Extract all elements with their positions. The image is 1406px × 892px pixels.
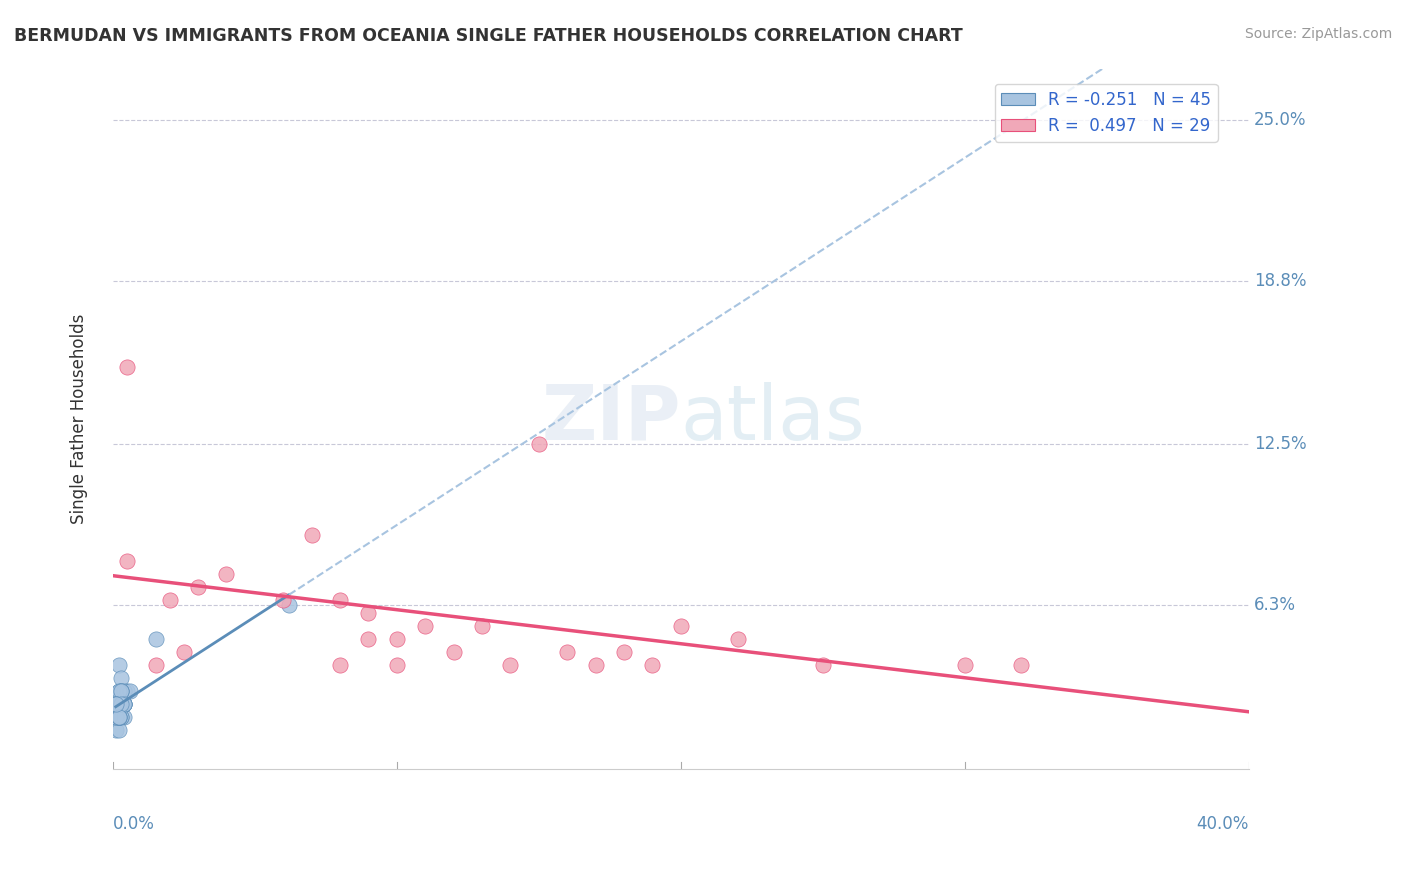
Point	[104, 710, 127, 724]
Point	[585, 657, 607, 672]
Text: BERMUDAN VS IMMIGRANTS FROM OCEANIA SINGLE FATHER HOUSEHOLDS CORRELATION CHART: BERMUDAN VS IMMIGRANTS FROM OCEANIA SING…	[14, 27, 963, 45]
Point	[104, 697, 127, 711]
Point	[112, 697, 135, 711]
Point	[107, 697, 129, 711]
Point	[110, 683, 132, 698]
Point	[110, 697, 132, 711]
Point	[107, 723, 129, 737]
Point	[811, 657, 834, 672]
Text: ZIP: ZIP	[541, 382, 681, 456]
Point	[104, 710, 127, 724]
Point	[613, 645, 636, 659]
Point	[115, 683, 138, 698]
Point	[115, 554, 138, 568]
Point	[104, 697, 127, 711]
Point	[110, 697, 132, 711]
Point	[110, 683, 132, 698]
Point	[471, 619, 494, 633]
Legend: R = -0.251   N = 45, R =  0.497   N = 29: R = -0.251 N = 45, R = 0.497 N = 29	[994, 84, 1218, 142]
Point	[104, 697, 127, 711]
Point	[215, 567, 238, 582]
Point	[104, 723, 127, 737]
Point	[112, 697, 135, 711]
Point	[112, 683, 135, 698]
Point	[301, 528, 323, 542]
Point	[329, 593, 352, 607]
Point	[357, 632, 380, 646]
Point	[727, 632, 749, 646]
Point	[159, 593, 181, 607]
Point	[104, 710, 127, 724]
Point	[278, 599, 301, 613]
Point	[107, 657, 129, 672]
Point	[1010, 657, 1032, 672]
Point	[112, 710, 135, 724]
Point	[385, 657, 408, 672]
Point	[112, 697, 135, 711]
Point	[107, 683, 129, 698]
Point	[110, 683, 132, 698]
Point	[118, 683, 141, 698]
Text: 0.0%: 0.0%	[112, 815, 155, 833]
Point	[115, 359, 138, 374]
Point	[110, 697, 132, 711]
Text: Single Father Households: Single Father Households	[70, 313, 87, 524]
Point	[271, 593, 294, 607]
Point	[187, 580, 209, 594]
Point	[107, 710, 129, 724]
Point	[443, 645, 465, 659]
Point	[499, 657, 522, 672]
Point	[173, 645, 195, 659]
Point	[413, 619, 436, 633]
Point	[145, 657, 167, 672]
Point	[953, 657, 976, 672]
Point	[107, 710, 129, 724]
Point	[110, 697, 132, 711]
Point	[385, 632, 408, 646]
Point	[641, 657, 664, 672]
Point	[107, 697, 129, 711]
Text: 25.0%: 25.0%	[1254, 112, 1306, 129]
Text: 40.0%: 40.0%	[1197, 815, 1249, 833]
Point	[669, 619, 692, 633]
Point	[107, 683, 129, 698]
Point	[110, 671, 132, 685]
Text: 12.5%: 12.5%	[1254, 435, 1306, 453]
Point	[104, 697, 127, 711]
Point	[107, 710, 129, 724]
Point	[357, 606, 380, 620]
Point	[527, 437, 550, 451]
Text: 18.8%: 18.8%	[1254, 272, 1306, 290]
Point	[107, 710, 129, 724]
Point	[145, 632, 167, 646]
Point	[107, 710, 129, 724]
Point	[107, 697, 129, 711]
Text: 6.3%: 6.3%	[1254, 596, 1296, 615]
Point	[110, 710, 132, 724]
Text: Source: ZipAtlas.com: Source: ZipAtlas.com	[1244, 27, 1392, 41]
Point	[555, 645, 578, 659]
Point	[110, 710, 132, 724]
Point	[329, 657, 352, 672]
Point	[112, 697, 135, 711]
Point	[112, 697, 135, 711]
Point	[104, 697, 127, 711]
Text: atlas: atlas	[681, 382, 866, 456]
Point	[110, 697, 132, 711]
Point	[104, 697, 127, 711]
Point	[107, 710, 129, 724]
